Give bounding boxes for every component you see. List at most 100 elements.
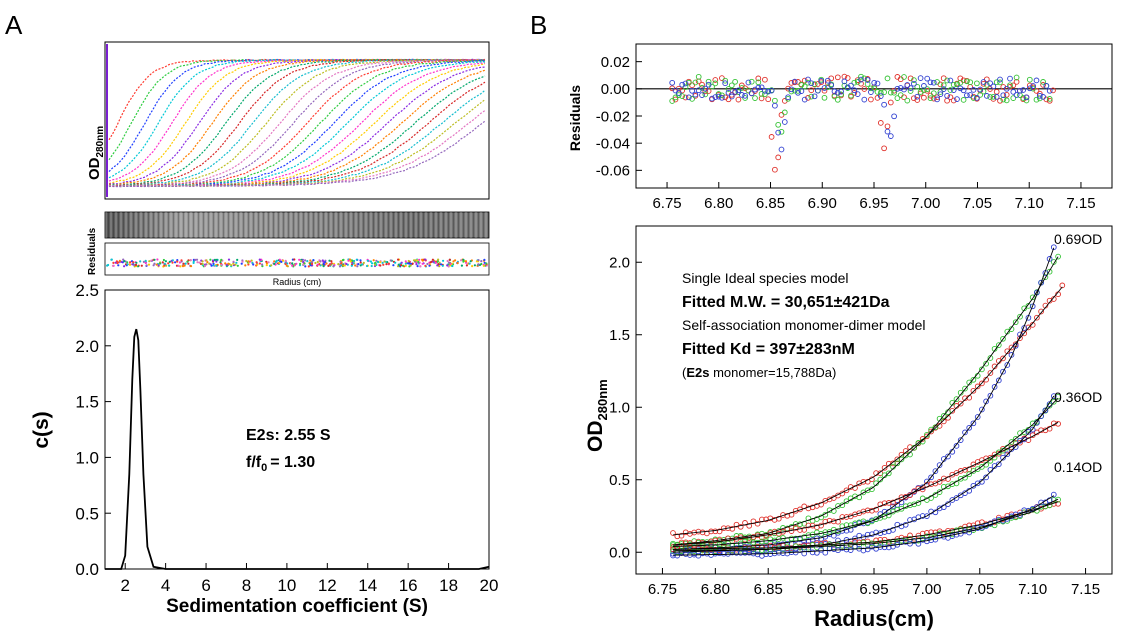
panel-b-residual-point [795, 89, 801, 96]
panel-b-residual-point [811, 93, 818, 100]
panel-a-residual-dot [369, 260, 372, 263]
panel-a-residual-dot [163, 262, 166, 265]
panel-b-residual-point [954, 96, 960, 102]
panel-a-residual-dot [252, 263, 255, 266]
panel-a-residual-dot [163, 264, 166, 267]
panel-b-residual-point [821, 87, 828, 94]
panel-a-residual-dot [325, 262, 328, 265]
panel-b-residual-point [758, 91, 765, 97]
panel-a-residual-dot [247, 261, 250, 265]
panel-a-residual-map: Residuals [87, 211, 490, 275]
panel-a-residual-dot [164, 260, 167, 263]
panel-a-residual-dot [298, 258, 301, 261]
panel-b-residual-point [719, 92, 725, 99]
panel-a-residual-dot [258, 258, 261, 261]
panel-b-residual-point [755, 84, 762, 91]
panel-b-residuals-ytick-label: -0.04 [596, 136, 630, 153]
panel-b-residual-point [748, 78, 755, 85]
panel-a-residual-dot [356, 265, 359, 268]
panel-b-equilibrium-point [742, 520, 748, 526]
panel-b-residuals-chart: 6.75 6.80 6.85 6.90 6.95 7.00 7.05 7.10 7.15 0.02… [567, 43, 1113, 212]
panel-b-equilibrium-point [1038, 308, 1044, 315]
panel-a-residual-dot [132, 261, 135, 264]
panel-a-residual-dot [152, 264, 155, 267]
panel-a-residual-dot [157, 264, 160, 267]
panel-a-residual-dot [460, 264, 463, 267]
panel-a-residual-dot [322, 262, 325, 266]
panel-a-residual-dot [316, 260, 319, 264]
panel-b-residual-point [715, 93, 722, 100]
panel-b-residual-point [897, 92, 904, 98]
panel-b-residual-point [861, 75, 868, 82]
panel-b-equilibrium-point [957, 437, 964, 443]
panel-b-fit-line [672, 397, 1059, 547]
panel-a-residual-dot [232, 261, 235, 264]
panel-a-residual-dot [227, 258, 231, 261]
panel-b-residual-point [689, 82, 695, 89]
panel-a-residual-dot [400, 261, 403, 264]
panel-b-residual-point [735, 96, 742, 103]
panel-b-equilibrium-point [687, 541, 693, 548]
panel-b-equilibrium-point [966, 424, 973, 431]
panel-a-residual-dot [314, 261, 317, 265]
panel-a-residual-dot [174, 261, 177, 264]
panel-b-equilibrium-point [805, 515, 812, 522]
panel-b-residuals-xtick-label: 6.80 [704, 195, 733, 212]
panel-b-equilibrium-point [674, 552, 681, 559]
panel-b-residuals-xtick-label: 6.90 [808, 195, 837, 212]
panel-a-residual-dot [221, 263, 224, 266]
panel-b-residual-point [874, 95, 881, 101]
panel-b-residual-point [947, 94, 954, 101]
panel-b-residual-point [768, 134, 775, 140]
panel-b-residual-point [907, 88, 914, 94]
panel-a-cs-xlabel: Sedimentation coefficient (S) [166, 596, 428, 617]
panel-a-residual-dot [168, 264, 171, 267]
panel-b-residual-point [841, 78, 848, 85]
panel-b-residual-point [974, 80, 980, 87]
panel-a-residual-dot [421, 262, 424, 265]
panel-a-residual-dot [421, 258, 424, 261]
panel-b-equilibrium-point [1017, 313, 1023, 320]
panel-a-residual-dot [370, 264, 373, 268]
panel-b-equilibrium-point [1008, 326, 1015, 332]
panel-b-residual-point [884, 123, 891, 130]
panel-a-residual-dot [255, 261, 258, 264]
panel-b-residual-point [868, 96, 874, 103]
panel-a-residual-dot [355, 258, 358, 261]
panel-b-equilibrium-xtick-label: 7.00 [912, 581, 941, 598]
panel-a-residual-dot [452, 260, 455, 263]
panel-b-equilibrium-point [678, 539, 685, 546]
panel-b-residual-point [911, 77, 917, 83]
panel-b-equilibrium-point [966, 379, 973, 386]
panel-a-residual-dot [261, 263, 264, 266]
panel-a-cs-distribution-line [105, 328, 490, 570]
panel-a-residual-dot [332, 264, 335, 268]
panel-b-residual-point [805, 79, 811, 86]
panel-a-residual-dot [338, 265, 342, 268]
panel-b-residual-point [858, 80, 864, 87]
panel-a-annotation-line1: E2s: 2.55 S [246, 427, 331, 444]
panel-a-residual-dot [404, 260, 407, 263]
panel-a-residual-dot [465, 261, 468, 264]
panel-b-residuals-ytick-label: 0.02 [601, 54, 630, 71]
panel-a-residual-dot [158, 262, 161, 265]
panel-a-residual-dot [114, 261, 117, 264]
panel-b-equilibrium-point [894, 456, 901, 463]
panel-a-residual-dot [189, 259, 192, 262]
panel-a-residual-dot [350, 264, 353, 267]
panel-b-equilibrium-point [818, 514, 824, 521]
panel-a-residual-dot [400, 264, 403, 267]
panel-b-equilibrium-point [720, 550, 727, 557]
panel-a-residual-dot [375, 259, 378, 262]
panel-a-cs-xtick-label: 20 [480, 576, 499, 595]
panel-a-residual-dot [274, 260, 277, 264]
panel-b-equilibrium-point [814, 549, 820, 556]
panel-b-equilibrium-point [843, 514, 850, 520]
panel-a-residual-dot [278, 261, 281, 265]
panel-a-residual-dot [211, 259, 215, 262]
panel-b-equilibrium-point [860, 478, 867, 485]
panel-a-residual-dot [256, 263, 259, 266]
panel-b-residual-point [712, 80, 719, 87]
panel-a-residual-dot [312, 259, 315, 262]
